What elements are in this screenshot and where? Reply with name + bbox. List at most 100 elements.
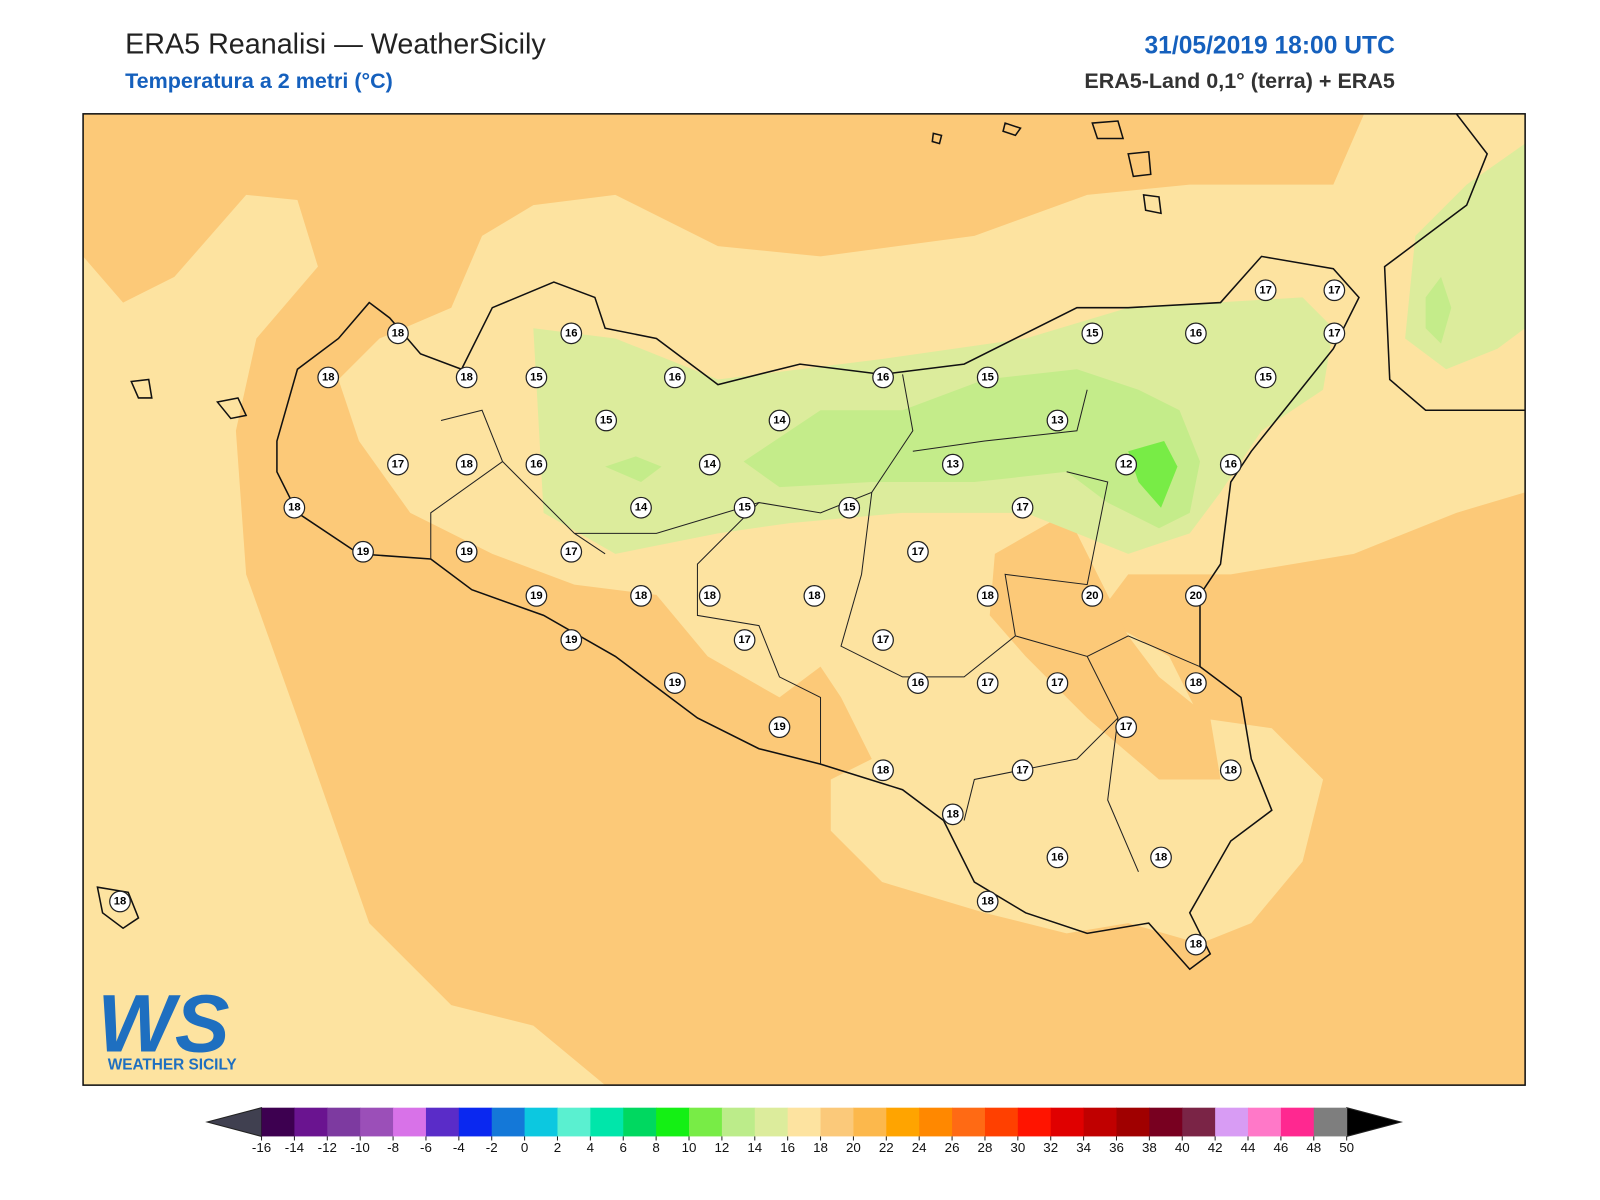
title: ERA5 Reanalisi — WeatherSicily <box>125 28 546 60</box>
colorbar-tick-label: 38 <box>1142 1140 1157 1155</box>
station-marker <box>1185 322 1207 345</box>
station-marker <box>1323 279 1346 302</box>
station: 16 <box>1046 846 1069 869</box>
station: 17 <box>1323 322 1346 345</box>
colorbar-tick-label: 44 <box>1241 1140 1256 1155</box>
station-value: 15 <box>530 371 543 383</box>
station-value: 16 <box>1190 327 1203 339</box>
station-value: 17 <box>1259 284 1272 296</box>
station-value: 17 <box>912 546 925 558</box>
colorbar-tick-label: 28 <box>978 1140 993 1155</box>
station-value: 16 <box>565 327 578 339</box>
station-marker <box>1115 453 1138 476</box>
colorbar-tick-label: 40 <box>1175 1140 1190 1155</box>
station-value: 18 <box>322 371 335 383</box>
station-marker <box>560 322 583 345</box>
station-marker <box>352 540 374 563</box>
station-value: 17 <box>1328 284 1341 296</box>
colorbar-tick-label: 20 <box>846 1140 861 1155</box>
station-marker <box>907 540 929 563</box>
colorbar-tick-label: 50 <box>1339 1140 1354 1155</box>
station-value: 18 <box>703 590 716 602</box>
colorbar-box <box>820 1107 854 1137</box>
station-marker <box>976 366 999 389</box>
station-marker <box>1254 366 1277 389</box>
station-marker <box>387 322 409 345</box>
station: 12 <box>1115 453 1138 476</box>
station-value: 18 <box>1155 851 1168 863</box>
logo-text: WEATHER SICILY <box>108 1057 237 1074</box>
station-value: 17 <box>1016 502 1029 514</box>
station-value: 19 <box>530 590 543 602</box>
station-marker <box>1150 846 1172 869</box>
station-value: 14 <box>773 415 786 427</box>
station: 17 <box>1323 279 1346 302</box>
station-marker <box>733 496 756 519</box>
station: 13 <box>1046 409 1069 432</box>
colorbar-tick-label: 6 <box>620 1140 627 1155</box>
station-value: 17 <box>1051 677 1064 689</box>
station: 14 <box>768 409 791 432</box>
station-marker <box>1185 585 1207 607</box>
station-marker <box>941 803 964 826</box>
colorbar-box <box>689 1107 723 1137</box>
station: 19 <box>455 540 478 563</box>
station: 15 <box>733 496 756 519</box>
colorbar-box <box>393 1107 427 1137</box>
station-value: 20 <box>1190 590 1203 602</box>
logo: WS WEATHER SICILY <box>97 978 236 1073</box>
station-marker <box>663 672 686 694</box>
station: 16 <box>907 672 929 694</box>
station-value: 17 <box>981 677 994 689</box>
colorbar-tick-label: 34 <box>1076 1140 1091 1155</box>
colorbar-box <box>524 1107 558 1137</box>
station-value: 17 <box>1120 721 1133 733</box>
colorbar-box <box>360 1107 394 1137</box>
station-value: 15 <box>981 371 994 383</box>
colorbar-box <box>425 1107 460 1137</box>
station: 13 <box>941 453 964 476</box>
station: 16 <box>1185 322 1207 345</box>
station: 17 <box>1115 716 1138 739</box>
map <box>83 113 1526 1086</box>
date: 31/05/2019 18:00 UTC <box>1144 32 1395 59</box>
station-value: 18 <box>114 896 127 908</box>
colorbar-tick-label: 22 <box>879 1140 894 1155</box>
station-marker <box>560 629 583 651</box>
station-marker <box>1046 409 1069 432</box>
station-marker <box>595 409 618 432</box>
station-value: 18 <box>460 371 473 383</box>
colorbar-box <box>1280 1107 1315 1137</box>
station-marker <box>976 672 999 694</box>
station-marker <box>109 890 131 913</box>
station: 15 <box>976 366 999 389</box>
stations: 18 16 18 18 15 16 16 15 15 16 17 17 17 15 15 14 13 17 18 16… <box>109 279 1346 956</box>
station: 19 <box>525 585 548 607</box>
station: 20 <box>1185 585 1207 607</box>
colorbar-tick-label: 4 <box>587 1140 595 1155</box>
station-value: 13 <box>947 459 960 471</box>
station: 15 <box>838 496 861 519</box>
station: 16 <box>525 453 548 476</box>
station-marker <box>976 890 999 913</box>
logo-initials: WS <box>97 978 229 1069</box>
station: 18 <box>387 322 409 345</box>
colorbar-box <box>1313 1107 1348 1137</box>
station-marker <box>907 672 929 694</box>
colorbar-tick-label: 12 <box>714 1140 729 1155</box>
station: 17 <box>560 540 583 563</box>
colorbar-tick-label: 10 <box>682 1140 697 1155</box>
station-marker <box>698 453 721 476</box>
colorbar-tick-label: 18 <box>813 1140 828 1155</box>
station: 18 <box>1185 672 1207 694</box>
station-marker <box>941 453 964 476</box>
colorbar-box <box>557 1107 591 1137</box>
station-marker <box>1115 716 1138 739</box>
subtitle: Temperatura a 2 metri (°C) <box>125 69 393 93</box>
station-marker <box>1011 759 1034 782</box>
station: 19 <box>768 716 791 739</box>
station: 18 <box>630 585 652 607</box>
station-value: 14 <box>635 502 648 514</box>
station-marker <box>768 409 791 432</box>
station-value: 16 <box>530 459 543 471</box>
